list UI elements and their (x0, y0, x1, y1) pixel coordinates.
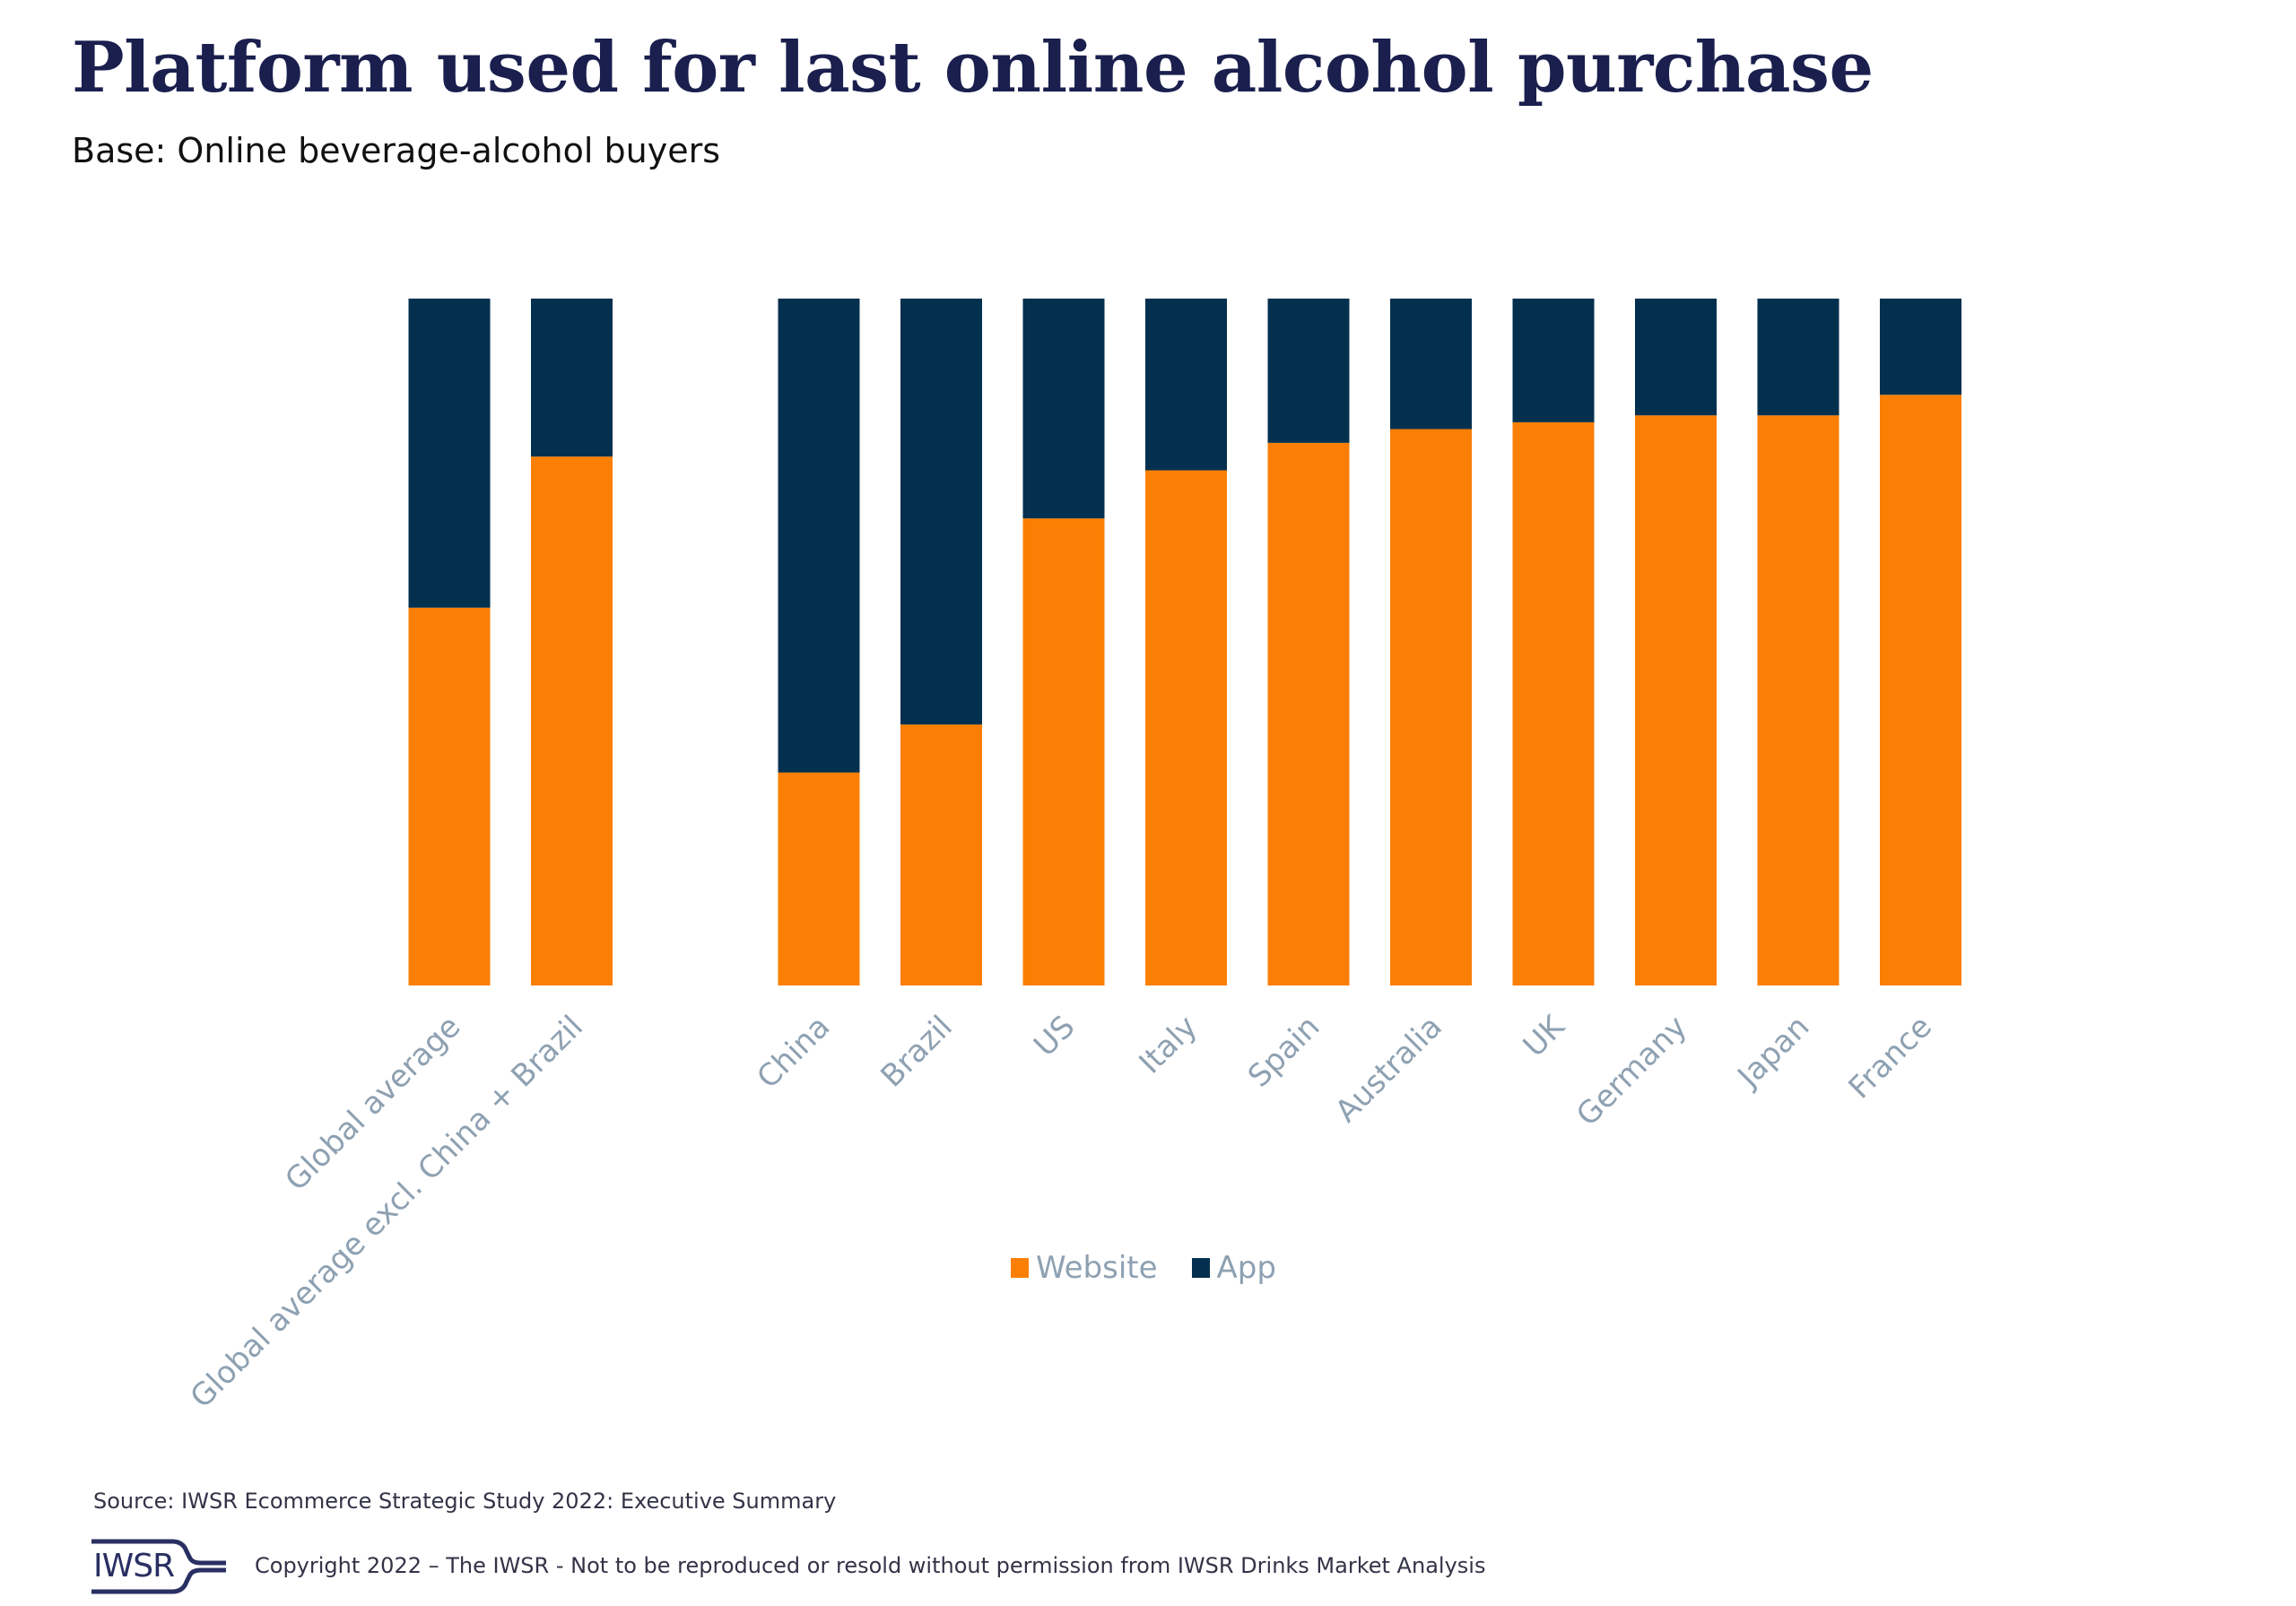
legend-item-website: Website (1011, 1250, 1158, 1286)
legend-item-app: App (1191, 1250, 1276, 1286)
bar-app-global-average-excl-china-brazil (531, 299, 613, 457)
bar-website-brazil (900, 724, 982, 985)
bar-website-global-average-excl-china-brazil (531, 456, 613, 985)
x-tick-label: France (1842, 1009, 1939, 1106)
bar-app-us (1022, 299, 1105, 519)
bars-layer (408, 299, 1961, 986)
logo-text: IWSR (93, 1548, 175, 1584)
bar-app-australia (1390, 299, 1472, 430)
iwsr-logo-icon (91, 1539, 226, 1594)
bar-website-china (778, 772, 860, 985)
bar-app-spain (1267, 299, 1350, 443)
bar-website-australia (1390, 429, 1472, 985)
page-subtitle: Base: Online beverage-alcohol buyers (72, 131, 721, 170)
bar-app-uk (1512, 299, 1595, 422)
bar-website-uk (1512, 421, 1595, 985)
x-tick-label: Spain (1241, 1009, 1326, 1094)
legend-swatch-app (1191, 1258, 1210, 1278)
bar-website-spain (1267, 442, 1350, 985)
copyright-note: Copyright 2022 – The IWSR - Not to be re… (255, 1553, 1486, 1578)
bar-website-italy (1145, 470, 1227, 985)
bar-app-france (1880, 299, 1961, 395)
x-tick-label: Australia (1328, 1009, 1449, 1130)
x-tick-label: China (750, 1009, 837, 1096)
bar-app-brazil (900, 299, 982, 725)
x-tick-label: Japan (1730, 1009, 1817, 1096)
bar-app-germany (1635, 299, 1717, 416)
bar-app-china (778, 299, 860, 773)
x-tick-label: Italy (1132, 1009, 1204, 1081)
bar-website-germany (1635, 415, 1717, 986)
bar-app-global-average (408, 299, 491, 608)
bar-website-global-average (408, 607, 491, 985)
bar-app-italy (1145, 299, 1227, 471)
iwsr-logo: IWSR (90, 1539, 233, 1594)
bar-website-japan (1757, 415, 1839, 986)
bar-website-france (1880, 395, 1961, 985)
source-note: Source: IWSR Ecommerce Strategic Study 2… (93, 1489, 837, 1514)
x-tick-label: US (1027, 1009, 1082, 1063)
bar-website-us (1022, 518, 1105, 985)
legend-label-website: Website (1036, 1250, 1158, 1286)
page-title: Platform used for last online alcohol pu… (72, 27, 1874, 109)
x-tick-label: UK (1517, 1008, 1573, 1064)
legend-label-app: App (1216, 1250, 1276, 1286)
x-tick-label: Brazil (874, 1009, 959, 1094)
chart-legend: Website App (1011, 1250, 1298, 1286)
x-tick-label: Germany (1570, 1009, 1694, 1133)
bar-app-japan (1757, 299, 1839, 416)
legend-swatch-website (1011, 1258, 1029, 1278)
